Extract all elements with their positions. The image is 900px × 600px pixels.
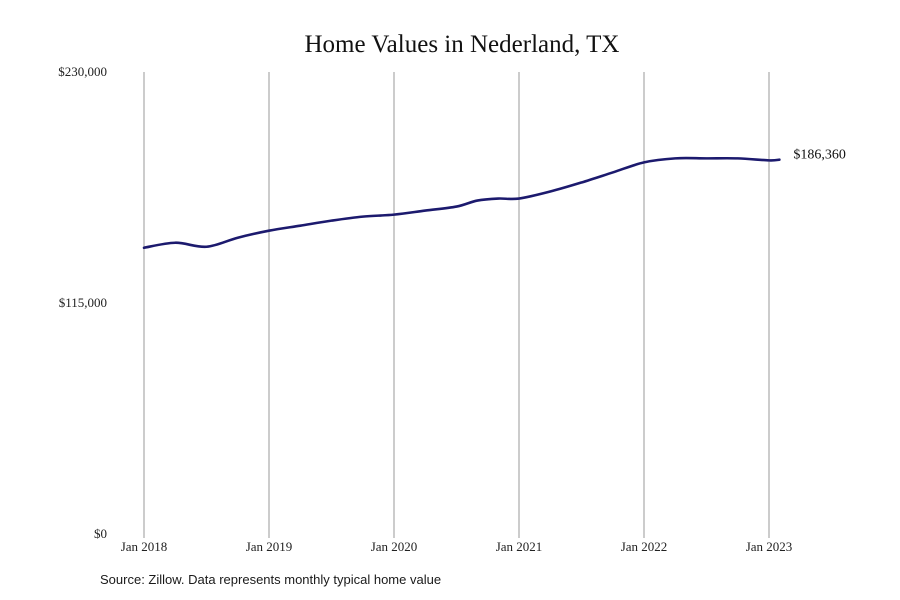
chart-title: Home Values in Nederland, TX	[305, 31, 620, 58]
y-tick-label: $115,000	[59, 295, 107, 310]
x-tick-label: Jan 2020	[371, 539, 418, 554]
home-value-line	[142, 156, 781, 250]
source-note: Source: Zillow. Data represents monthly …	[100, 572, 442, 587]
y-tick-label: $0	[94, 526, 107, 541]
x-tick-label: Jan 2023	[746, 539, 793, 554]
y-tick-label: $230,000	[58, 64, 107, 79]
x-tick-label: Jan 2021	[496, 539, 543, 554]
x-tick-label: Jan 2019	[246, 539, 293, 554]
x-axis-ticks: Jan 2018 Jan 2019 Jan 2020 Jan 2021 Jan 2022…	[121, 539, 793, 554]
end-value-label: $186,360	[793, 148, 846, 163]
x-tick-label: Jan 2022	[621, 539, 668, 554]
gridlines	[143, 72, 770, 538]
x-tick-label: Jan 2018	[121, 539, 168, 554]
y-axis-ticks: $0 $115,000 $230,000	[58, 64, 107, 541]
